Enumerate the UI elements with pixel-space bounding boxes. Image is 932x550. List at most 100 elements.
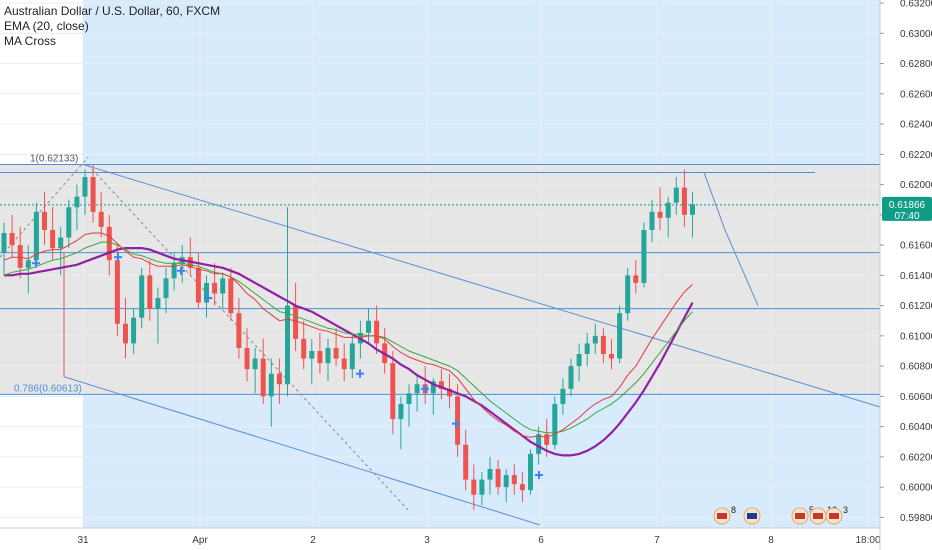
candle-body — [333, 347, 339, 359]
candles — [1, 164, 695, 510]
candle-body — [114, 260, 120, 324]
candle-body — [479, 479, 485, 495]
x-tick-label: 2 — [310, 535, 316, 546]
candle-body — [673, 187, 679, 203]
candle-body — [309, 350, 315, 359]
us-flag-icon-glyph — [795, 513, 805, 519]
candle-body — [390, 363, 396, 420]
x-tick-label: 3 — [424, 535, 430, 546]
candle-body — [341, 358, 347, 370]
candle-body — [268, 373, 274, 397]
fib-level-1-label: 1(0.62133) — [30, 153, 78, 164]
ema-20-line — [3, 232, 693, 438]
candle-body — [349, 343, 355, 370]
candle-body — [633, 275, 639, 283]
candle-body — [325, 347, 331, 364]
candle-body — [366, 320, 371, 333]
fib-level-0786-label: 0.786(0.60613) — [14, 383, 82, 394]
candle-body — [17, 245, 23, 268]
candle-body — [592, 335, 598, 344]
ema-legend-label: EMA (20, close) — [4, 19, 89, 33]
candle-body — [220, 278, 226, 294]
event-badge-count: 5 — [809, 505, 814, 515]
event-badges: 85123 — [713, 505, 848, 525]
candle-body — [106, 226, 112, 261]
candle-body — [600, 335, 606, 355]
y-tick-label: 0.59800 — [900, 513, 932, 524]
candle-body — [406, 393, 412, 404]
candle-body — [276, 373, 282, 385]
candle-body — [455, 396, 461, 445]
symbol-title: Australian Dollar / U.S. Dollar, 60, FXC… — [4, 4, 221, 18]
x-tick-label: 31 — [77, 535, 89, 546]
candle-body — [131, 317, 137, 344]
chart-legend: Australian Dollar / U.S. Dollar, 60, FXC… — [4, 4, 220, 49]
candle-body — [82, 177, 88, 197]
channel-lower — [63, 376, 541, 526]
candle-body — [544, 434, 550, 445]
fib-diagonal-right — [87, 164, 409, 511]
candle-body — [123, 323, 128, 344]
candle-body — [665, 202, 671, 218]
candle-body — [244, 347, 250, 370]
event-badge-count: 8 — [731, 505, 736, 515]
candle-body — [1, 232, 7, 253]
au-flag-icon — [743, 507, 761, 525]
candle-body — [447, 388, 452, 397]
candle-body — [641, 229, 647, 283]
candle-body — [163, 278, 169, 299]
candle-body — [195, 267, 201, 303]
candle-body — [471, 479, 477, 495]
x-tick-label: Apr — [192, 535, 208, 546]
candle-body — [9, 232, 15, 246]
candle-body — [681, 187, 687, 215]
candle-body — [293, 305, 299, 339]
candle-body — [25, 260, 31, 268]
candle-body — [568, 366, 574, 389]
candle-body — [463, 444, 469, 480]
candle-body — [155, 298, 161, 309]
candle-body — [560, 388, 566, 404]
candle-body — [317, 350, 323, 364]
candle-body — [414, 384, 420, 394]
candle-body — [50, 229, 56, 249]
candle-body — [252, 358, 258, 370]
candle-body — [212, 282, 218, 294]
candle-body — [438, 381, 444, 389]
candle-body — [609, 354, 614, 359]
price-tag-price: 0.61866 — [889, 200, 926, 211]
current-price-tag: 0.61866 07:40 — [882, 196, 932, 222]
candle-body — [74, 196, 80, 208]
candle-body — [285, 305, 290, 385]
candle-body — [228, 278, 234, 314]
candle-body — [374, 320, 380, 344]
us-flag-icon: 8 — [713, 505, 736, 525]
us-flag-icon: 5 — [791, 505, 814, 525]
ma-slow-line — [4, 247, 694, 457]
candle-body — [90, 177, 96, 212]
projection-line — [703, 172, 759, 306]
candle-body — [536, 434, 542, 454]
candle-body — [430, 381, 436, 394]
indicator-lines — [3, 232, 694, 480]
candle-body — [236, 313, 242, 348]
candle-body — [528, 453, 533, 491]
ma-fast-line — [3, 241, 693, 434]
au-flag-icon-glyph — [747, 513, 757, 519]
price-tag-countdown: 07:40 — [894, 211, 919, 222]
candle-body — [584, 343, 590, 355]
candle-body — [495, 468, 501, 488]
candle-body — [649, 211, 655, 230]
